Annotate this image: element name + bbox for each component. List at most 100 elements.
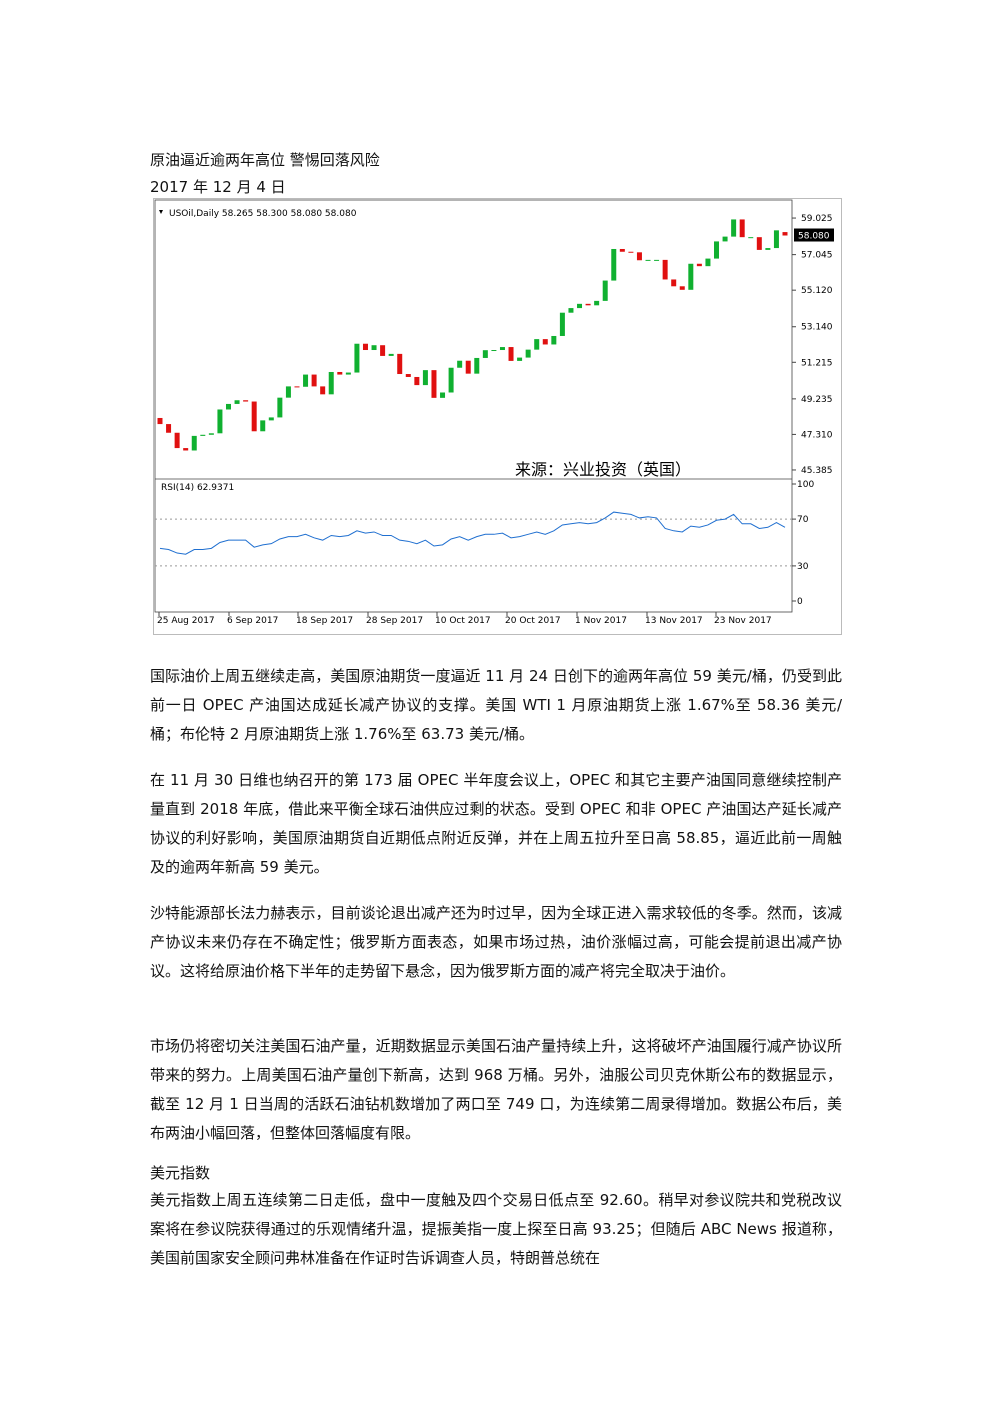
candle bbox=[414, 376, 420, 386]
candle bbox=[440, 392, 446, 398]
candle bbox=[405, 374, 411, 377]
rsi-tick-label: 100 bbox=[797, 480, 814, 490]
y-tick-label: 57.045 bbox=[801, 251, 833, 261]
candle bbox=[362, 343, 368, 351]
candle bbox=[157, 417, 163, 425]
x-tick-label: 10 Oct 2017 bbox=[435, 616, 491, 626]
candle bbox=[200, 434, 206, 436]
y-tick-label: 51.215 bbox=[801, 358, 833, 368]
candle bbox=[285, 386, 291, 398]
candle bbox=[431, 370, 437, 398]
rsi-label: RSI(14) 62.9371 bbox=[161, 483, 234, 493]
candle bbox=[251, 401, 257, 432]
x-tick-label: 20 Oct 2017 bbox=[505, 616, 561, 626]
candle bbox=[679, 286, 685, 290]
candle bbox=[508, 347, 514, 361]
candle bbox=[671, 279, 677, 287]
candle bbox=[183, 448, 189, 451]
candle bbox=[748, 237, 754, 239]
candle bbox=[243, 400, 249, 402]
candle bbox=[457, 360, 463, 368]
candle bbox=[714, 241, 720, 259]
y-tick-label: 49.235 bbox=[801, 395, 833, 405]
chart-frame bbox=[153, 198, 842, 635]
y-tick-label: 45.385 bbox=[801, 466, 833, 476]
paragraph: 美元指数上周五连续第二日走低，盘中一度触及四个交易日低点至 92.60。稍早对参… bbox=[150, 1191, 842, 1267]
candle bbox=[174, 432, 180, 449]
candle bbox=[585, 303, 591, 306]
candle bbox=[499, 347, 505, 351]
candle bbox=[465, 360, 471, 374]
candle bbox=[611, 248, 617, 281]
x-tick-label: 13 Nov 2017 bbox=[645, 616, 703, 626]
candle bbox=[559, 312, 565, 336]
menu-triangle bbox=[159, 210, 163, 214]
candle bbox=[328, 371, 334, 395]
rsi-tick-label: 30 bbox=[797, 562, 809, 572]
price-box bbox=[794, 228, 834, 242]
x-tick-label: 28 Sep 2017 bbox=[366, 616, 423, 626]
x-tick-label: 6 Sep 2017 bbox=[227, 616, 278, 626]
paragraph: 沙特能源部长法力赫表示，目前谈论退出减产还为时过早，因为全球正进入需求较低的冬季… bbox=[150, 904, 842, 980]
candle bbox=[619, 248, 625, 252]
y-tick-label: 55.120 bbox=[801, 286, 833, 296]
candle bbox=[311, 374, 317, 387]
candle bbox=[388, 353, 394, 356]
section-heading: 美元指数 bbox=[150, 1164, 211, 1182]
candle bbox=[577, 303, 583, 309]
x-tick-label: 18 Sep 2017 bbox=[296, 616, 353, 626]
candle bbox=[474, 357, 480, 374]
candle bbox=[525, 349, 531, 358]
candle bbox=[345, 372, 351, 375]
source-note: 来源：兴业投资（英国） bbox=[515, 460, 691, 479]
candle bbox=[645, 259, 651, 261]
doc-title: 原油逼近逾两年高位 警惕回落风险 bbox=[150, 151, 380, 169]
candle bbox=[217, 409, 223, 434]
candle bbox=[225, 403, 231, 410]
candle bbox=[739, 219, 745, 238]
candle bbox=[765, 248, 771, 250]
paragraph: 市场仍将密切关注美国石油产量，近期数据显示美国石油产量持续上升，这将破坏产油国履… bbox=[150, 1037, 842, 1142]
rsi-tick-label: 0 bbox=[797, 597, 803, 607]
y-tick-label: 59.025 bbox=[801, 214, 833, 224]
candle bbox=[568, 308, 574, 313]
candle bbox=[731, 219, 737, 237]
candle bbox=[773, 230, 779, 249]
candle bbox=[662, 259, 668, 280]
candle bbox=[260, 420, 266, 432]
candle bbox=[636, 252, 642, 261]
rsi-line bbox=[159, 511, 786, 555]
candle bbox=[482, 350, 488, 358]
candle bbox=[534, 339, 540, 350]
candle bbox=[371, 345, 377, 351]
candle bbox=[320, 386, 326, 395]
candle bbox=[294, 386, 300, 388]
candle bbox=[277, 397, 283, 418]
chart: USOil,Daily 58.265 58.300 58.080 58.080 … bbox=[153, 198, 842, 635]
paragraph: 国际油价上周五继续走高，美国原油期货一度逼近 11 月 24 日创下的逾两年高位… bbox=[150, 667, 842, 743]
candle bbox=[551, 335, 557, 345]
candle bbox=[166, 424, 172, 433]
candle bbox=[722, 236, 728, 242]
candle bbox=[782, 232, 788, 236]
candle bbox=[654, 259, 660, 261]
y-tick-label: 53.140 bbox=[801, 323, 833, 333]
x-tick-label: 25 Aug 2017 bbox=[157, 616, 215, 626]
candle bbox=[448, 367, 454, 393]
candle bbox=[602, 280, 608, 301]
rsi-tick-label: 70 bbox=[797, 515, 809, 525]
candle bbox=[594, 300, 600, 306]
candle bbox=[628, 251, 634, 253]
candle bbox=[303, 374, 309, 387]
doc-date: 2017 年 12 月 4 日 bbox=[150, 178, 286, 196]
candle bbox=[422, 370, 428, 386]
candle bbox=[337, 371, 343, 375]
x-tick-label: 23 Nov 2017 bbox=[714, 616, 772, 626]
chart-header: USOil,Daily 58.265 58.300 58.080 58.080 bbox=[169, 209, 357, 219]
candle bbox=[234, 400, 240, 404]
candle bbox=[696, 263, 702, 267]
y-tick-label: 47.310 bbox=[801, 430, 833, 440]
candle bbox=[517, 357, 523, 361]
price-label: 58.080 bbox=[798, 232, 830, 242]
